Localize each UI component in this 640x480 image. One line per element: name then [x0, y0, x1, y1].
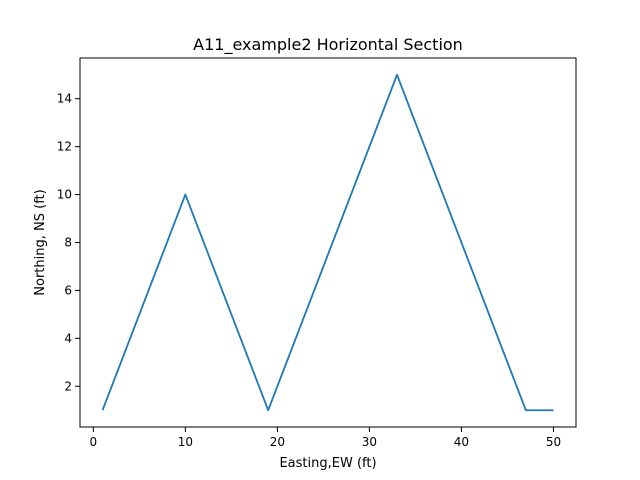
y-tick-label: 2: [64, 379, 72, 393]
plot-area: [80, 58, 576, 427]
x-tick-label: 0: [90, 435, 98, 449]
y-tick-label: 10: [57, 188, 72, 202]
y-tick-label: 6: [64, 283, 72, 297]
y-tick-label: 14: [57, 92, 72, 106]
x-axis-label: Easting,EW (ft): [279, 456, 376, 471]
y-axis-ticks: 2 4 6 8 10 12 14: [57, 92, 80, 393]
y-axis-label: Northing, NS (ft): [33, 189, 48, 295]
y-tick-label: 12: [57, 140, 72, 154]
x-tick-label: 10: [178, 435, 193, 449]
y-tick-label: 4: [64, 331, 72, 345]
x-tick-label: 40: [454, 435, 469, 449]
x-tick-label: 50: [546, 435, 561, 449]
x-tick-label: 20: [270, 435, 285, 449]
y-tick-label: 8: [64, 236, 72, 250]
series-line: [101, 73, 554, 412]
plot-frame: [79, 57, 577, 428]
chart-title: A11_example2 Horizontal Section: [193, 35, 463, 55]
x-tick-label: 30: [362, 435, 377, 449]
x-axis-ticks: 0 10 20 30 40 50: [90, 427, 561, 449]
